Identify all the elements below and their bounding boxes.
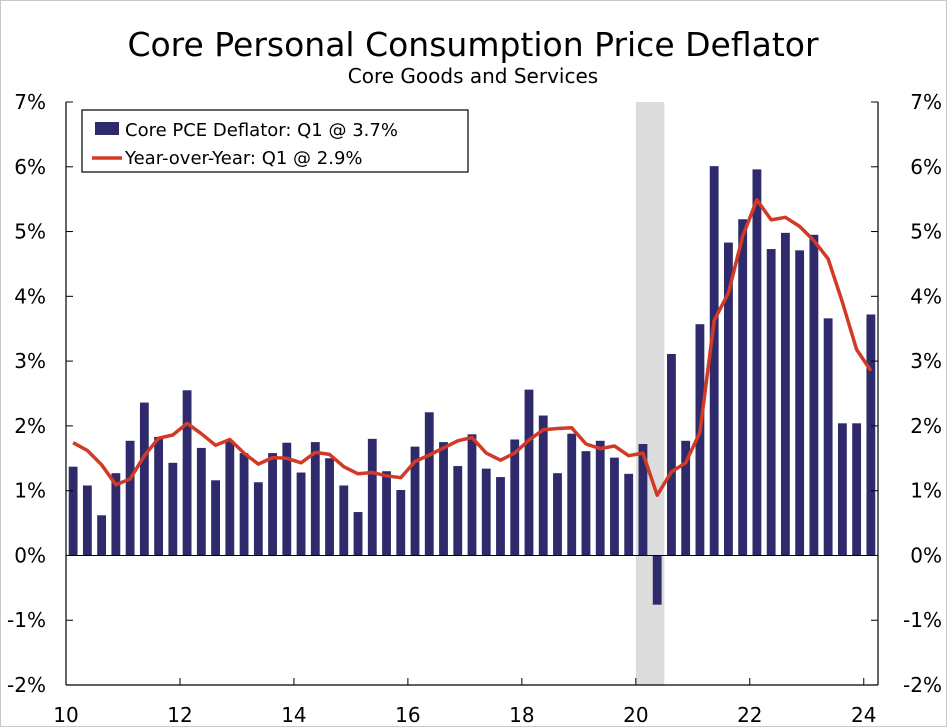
legend-bar-swatch <box>95 122 119 135</box>
x-tick-label: 16 <box>395 703 420 727</box>
bar <box>624 473 634 556</box>
bar <box>111 473 121 556</box>
legend-label-line: Year-over-Year: Q1 @ 2.9% <box>124 148 363 169</box>
y-tick-label-left: -1% <box>7 608 46 632</box>
bar <box>724 242 733 556</box>
bar <box>852 423 862 556</box>
line-series <box>72 198 873 497</box>
bar <box>510 439 520 556</box>
bar <box>595 440 605 556</box>
axes: -2% -2% -1% -1% 0% 0% 1% 1% 2% 2% 3% 3% 4% 4% 5% 5% 6% 6%… <box>7 90 942 727</box>
yoy-line <box>72 198 873 497</box>
y-tick-label-left: 4% <box>14 284 46 308</box>
bar <box>524 389 534 556</box>
y-tick-label-right: 0% <box>910 543 942 567</box>
bar <box>325 458 334 556</box>
y-tick-label-left: 1% <box>14 479 46 503</box>
bar <box>766 249 776 556</box>
bar <box>780 232 790 556</box>
y-tick-label-right: -1% <box>903 608 942 632</box>
bar <box>738 219 748 556</box>
bar <box>182 390 192 556</box>
x-tick-label: 10 <box>53 703 78 727</box>
x-tick-label: 14 <box>281 703 306 727</box>
y-tick-label-right: 4% <box>910 284 942 308</box>
y-tick-label-left: 2% <box>14 414 46 438</box>
bar <box>481 468 491 556</box>
bar <box>196 447 206 556</box>
y-tick-label-left: -2% <box>7 673 46 697</box>
bar <box>239 453 249 556</box>
bar <box>567 433 577 556</box>
bar <box>823 318 833 556</box>
bar <box>154 436 164 556</box>
bar <box>125 440 135 556</box>
y-tick-label-left: 5% <box>14 220 46 244</box>
bar <box>410 446 420 556</box>
legend-label-bars: Core PCE Deflator: Q1 @ 3.7% <box>125 120 398 141</box>
bar <box>837 423 847 556</box>
x-tick-label: 20 <box>623 703 648 727</box>
y-tick-label-right: 2% <box>910 414 942 438</box>
y-tick-label-left: 7% <box>14 90 46 114</box>
bar <box>168 462 178 556</box>
y-tick-label-left: 3% <box>14 349 46 373</box>
bar <box>709 166 719 556</box>
bar <box>752 169 762 556</box>
bar <box>439 442 448 556</box>
bar <box>253 482 263 556</box>
bar <box>610 457 619 556</box>
chart-title: Core Personal Consumption Price Deflator <box>127 25 819 64</box>
bar <box>82 485 92 556</box>
y-tick-label-left: 6% <box>14 155 46 179</box>
y-tick-label-right: 3% <box>910 349 942 373</box>
legend: Core PCE Deflator: Q1 @ 3.7% Year-over-Y… <box>81 109 469 173</box>
bar <box>695 324 705 556</box>
bar <box>538 415 548 556</box>
bar <box>353 512 363 556</box>
y-tick-label-right: 7% <box>910 90 942 114</box>
y-tick-label-right: 6% <box>910 155 942 179</box>
x-tick-label: 24 <box>851 703 876 727</box>
y-tick-label-left: 0% <box>14 543 46 567</box>
bar <box>296 472 306 556</box>
bar <box>866 314 876 556</box>
bar <box>310 442 320 556</box>
bar <box>396 490 406 556</box>
bar <box>467 434 477 556</box>
chart-subtitle: Core Goods and Services <box>348 64 598 88</box>
bar <box>367 438 377 556</box>
bar <box>795 250 805 556</box>
bar <box>638 444 648 556</box>
x-tick-label: 12 <box>167 703 192 727</box>
bar <box>68 466 78 556</box>
bar <box>211 480 220 556</box>
x-tick-label: 18 <box>509 703 534 727</box>
bar <box>225 440 235 556</box>
x-tick-label: 22 <box>737 703 762 727</box>
bar <box>553 473 562 556</box>
bar <box>97 515 107 556</box>
bar <box>339 485 349 556</box>
bar <box>382 471 391 556</box>
bar <box>667 353 676 556</box>
bar <box>282 442 292 556</box>
bar <box>268 453 277 556</box>
bar <box>424 412 434 556</box>
legend-box <box>81 109 469 173</box>
bar <box>681 440 691 556</box>
bar <box>496 477 505 556</box>
bar <box>581 451 591 556</box>
bar <box>139 402 149 556</box>
y-tick-label-right: -2% <box>903 673 942 697</box>
bar <box>809 234 819 556</box>
bar-series <box>68 166 876 605</box>
y-tick-label-right: 5% <box>910 220 942 244</box>
y-tick-label-right: 1% <box>910 479 942 503</box>
bar <box>652 555 662 605</box>
bar <box>453 466 463 556</box>
